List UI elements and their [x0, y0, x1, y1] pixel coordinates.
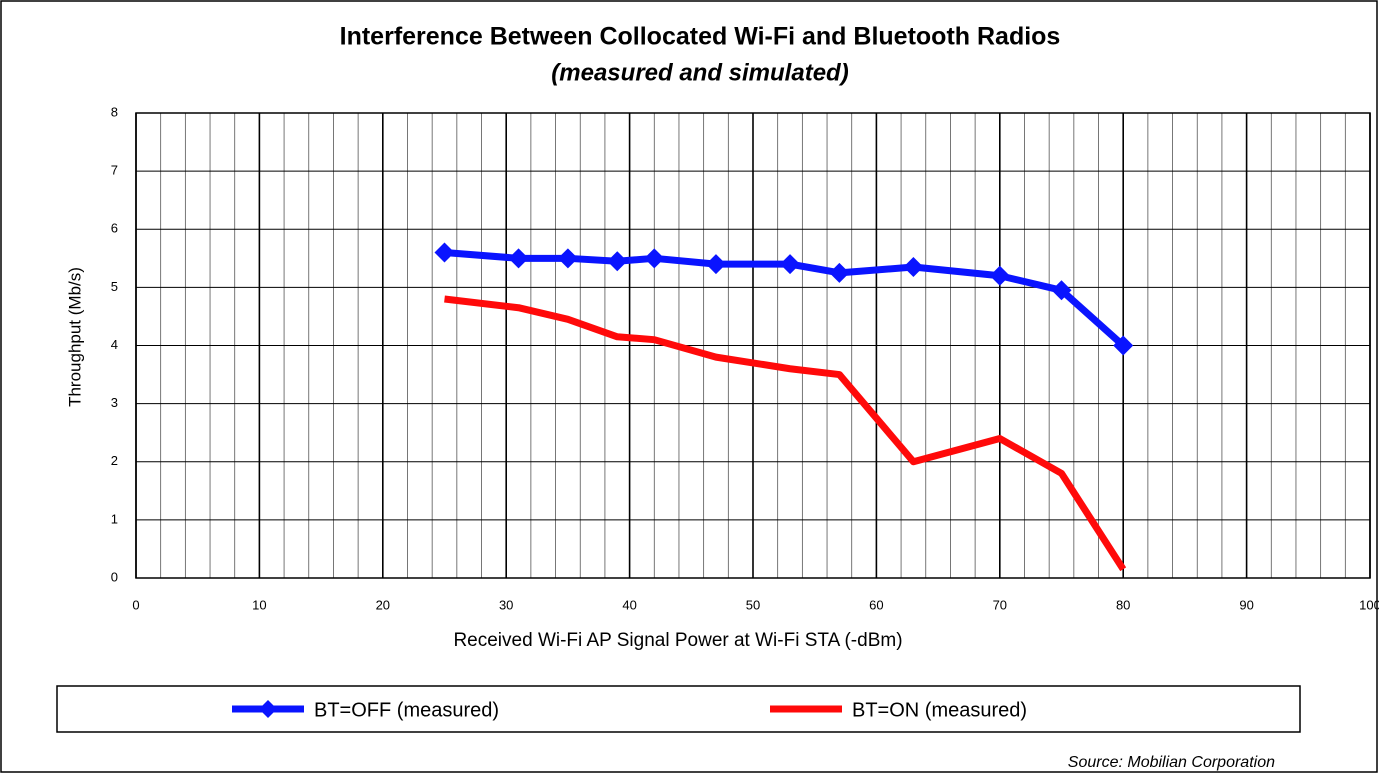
x-tick-label: 60 — [869, 597, 883, 612]
y-tick-label: 3 — [111, 395, 118, 410]
source-note: Source: Mobilian Corporation — [1068, 754, 1275, 771]
chart-title: Interference Between Collocated Wi-Fi an… — [340, 23, 1061, 51]
data-point — [1113, 335, 1134, 356]
data-point — [780, 254, 801, 275]
data-point — [644, 248, 665, 269]
x-tick-label: 0 — [132, 597, 139, 612]
x-tick-label: 90 — [1239, 597, 1253, 612]
y-tick-label: 5 — [111, 279, 118, 294]
x-tick-label: 50 — [746, 597, 760, 612]
data-point — [557, 248, 578, 269]
legend-label: BT=OFF (measured) — [314, 699, 499, 721]
x-tick-label: 20 — [376, 597, 390, 612]
data-point — [829, 262, 850, 283]
data-point — [434, 242, 455, 263]
data-point — [903, 257, 924, 278]
data-point — [705, 254, 726, 275]
y-tick-label: 6 — [111, 221, 118, 236]
data-point — [607, 251, 628, 272]
x-tick-label: 100 — [1359, 597, 1379, 612]
data-point — [508, 248, 529, 269]
y-tick-label: 8 — [111, 104, 118, 119]
y-tick-label: 1 — [111, 511, 118, 526]
y-tick-label: 7 — [111, 163, 118, 178]
data-line — [444, 295, 1127, 572]
x-tick-label: 10 — [252, 597, 266, 612]
x-tick-label: 70 — [993, 597, 1007, 612]
y-tick-label: 2 — [111, 453, 118, 468]
chart-subtitle: (measured and simulated) — [551, 59, 848, 86]
legend-label: BT=ON (measured) — [852, 699, 1027, 721]
y-tick-label: 0 — [111, 569, 118, 584]
data-point — [1051, 280, 1072, 301]
plot-border — [135, 112, 1371, 579]
x-tick-label: 80 — [1116, 597, 1130, 612]
y-tick-label: 4 — [111, 337, 118, 352]
y-axis-label: Throughput (Mb/s) — [65, 267, 84, 407]
legend-marker — [259, 700, 277, 718]
x-tick-label: 30 — [499, 597, 513, 612]
x-tick-label: 40 — [622, 597, 636, 612]
legend-box — [56, 685, 1301, 733]
x-axis-label: Received Wi-Fi AP Signal Power at Wi-Fi … — [453, 630, 902, 651]
data-point — [989, 265, 1010, 286]
